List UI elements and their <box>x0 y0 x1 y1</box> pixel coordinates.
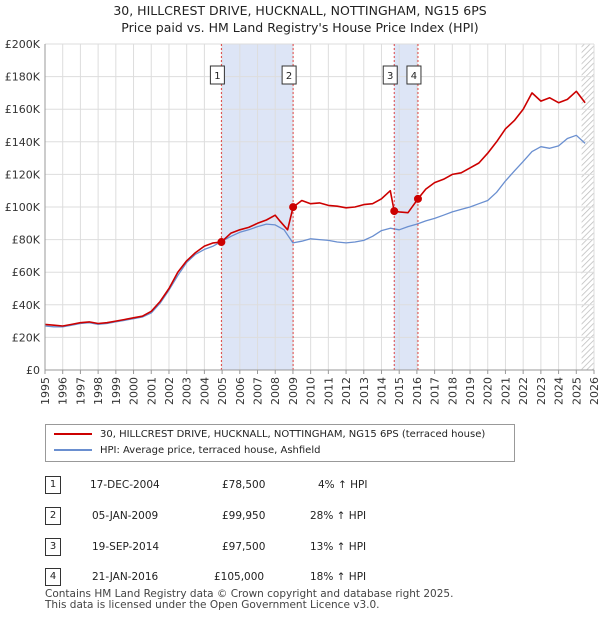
sale-marker-label: 4 <box>411 71 417 82</box>
y-tick-label: £40K <box>12 299 41 312</box>
y-tick-label: £200K <box>5 38 41 51</box>
x-tick-label: 1998 <box>92 377 105 405</box>
sale-badge: 4 <box>45 568 61 586</box>
x-tick-label: 2014 <box>375 377 388 405</box>
x-tick-label: 1999 <box>110 377 123 405</box>
legend-item-property: 30, HILLCREST DRIVE, HUCKNALL, NOTTINGHA… <box>54 428 485 442</box>
sale-price: £78,500 <box>222 479 266 491</box>
sale-price: £97,500 <box>222 541 266 553</box>
sale-point <box>413 194 422 203</box>
chart-title-block: 30, HILLCREST DRIVE, HUCKNALL, NOTTINGHA… <box>0 2 600 36</box>
x-tick-label: 2013 <box>358 377 371 405</box>
sale-price: £99,950 <box>222 510 266 522</box>
y-tick-label: £160K <box>5 103 41 116</box>
footer: Contains HM Land Registry data © Crown c… <box>45 589 453 611</box>
x-tick-label: 2001 <box>145 377 158 405</box>
x-tick-label: 2023 <box>535 377 548 405</box>
x-tick-label: 2004 <box>198 377 211 405</box>
x-tick-label: 2012 <box>340 377 353 405</box>
x-tick-label: 1995 <box>39 377 52 405</box>
table-row: 4 21-JAN-2016 £105,000 18% ↑ HPI <box>0 566 600 590</box>
sale-date: 19-SEP-2014 <box>92 541 160 553</box>
y-tick-label: £60K <box>12 266 41 279</box>
legend-label-property: 30, HILLCREST DRIVE, HUCKNALL, NOTTINGHA… <box>100 429 486 440</box>
chart-subtitle: Price paid vs. HM Land Registry's House … <box>121 20 479 35</box>
sale-hpi: 18% ↑ HPI <box>310 571 367 583</box>
sale-hpi: 13% ↑ HPI <box>310 541 367 553</box>
y-tick-label: £20K <box>12 331 41 344</box>
sale-marker-label: 2 <box>286 71 292 82</box>
x-tick-label: 2020 <box>482 377 495 405</box>
legend-swatch-hpi <box>54 449 92 451</box>
sale-marker-label: 3 <box>387 71 393 82</box>
x-tick-label: 2025 <box>570 377 583 405</box>
x-tick-label: 2007 <box>252 377 265 405</box>
sale-badge: 1 <box>45 476 61 494</box>
sale-marker-box <box>209 65 225 85</box>
chart-title: 30, HILLCREST DRIVE, HUCKNALL, NOTTINGHA… <box>113 3 487 18</box>
legend-swatch-property <box>54 433 92 435</box>
sale-badge: 3 <box>45 538 61 556</box>
sale-marker-box <box>406 65 422 85</box>
x-tick-label: 2000 <box>128 377 141 405</box>
x-tick-label: 2005 <box>216 377 229 405</box>
x-tick-label: 1997 <box>74 377 87 405</box>
x-tick-label: 2021 <box>499 377 512 405</box>
x-tick-label: 2018 <box>446 377 459 405</box>
y-tick-label: £180K <box>5 71 41 84</box>
y-tick-label: £100K <box>5 201 41 214</box>
legend: 30, HILLCREST DRIVE, HUCKNALL, NOTTINGHA… <box>45 424 515 462</box>
legend-item-hpi: HPI: Average price, terraced house, Ashf… <box>54 444 320 458</box>
x-tick-label: 2010 <box>305 377 318 405</box>
sale-date: 05-JAN-2009 <box>92 510 159 522</box>
x-tick-label: 2008 <box>269 377 282 405</box>
series-line-property <box>44 90 586 327</box>
sale-marker-box <box>281 65 297 85</box>
x-tick-label: 2017 <box>429 377 442 405</box>
x-tick-label: 2011 <box>322 377 335 405</box>
sale-date: 21-JAN-2016 <box>92 571 159 583</box>
sale-hpi: 28% ↑ HPI <box>310 510 367 522</box>
x-tick-label: 2009 <box>287 377 300 405</box>
legend-label-hpi: HPI: Average price, terraced house, Ashf… <box>100 445 321 456</box>
x-tick-label: 2006 <box>234 377 247 405</box>
x-tick-label: 2002 <box>163 377 176 405</box>
x-tick-label: 2019 <box>464 377 477 405</box>
footer-licence: This data is licensed under the Open Gov… <box>45 599 380 611</box>
table-row: 3 19-SEP-2014 £97,500 13% ↑ HPI <box>0 536 600 560</box>
x-tick-label: 2022 <box>517 377 530 405</box>
sale-marker-box <box>382 65 398 85</box>
sale-date: 17-DEC-2004 <box>90 479 160 491</box>
sale-point <box>390 207 399 216</box>
y-tick-label: £80K <box>12 234 41 247</box>
sale-point <box>217 238 226 247</box>
footer-copyright: Contains HM Land Registry data © Crown c… <box>45 588 454 600</box>
y-tick-label: £140K <box>5 136 41 149</box>
x-tick-label: 2016 <box>411 377 424 405</box>
y-tick-label: £120K <box>5 168 41 181</box>
x-tick-label: 2015 <box>393 377 406 405</box>
y-tick-label: £0 <box>26 364 40 377</box>
sale-point <box>289 203 298 212</box>
table-row: 2 05-JAN-2009 £99,950 28% ↑ HPI <box>0 505 600 529</box>
x-tick-label: 1996 <box>57 377 70 405</box>
sale-badge: 2 <box>45 507 61 525</box>
x-tick-label: 2024 <box>553 377 566 405</box>
x-tick-label: 2003 <box>181 377 194 405</box>
price-chart: 1 2 3 4 £0 £20K £40K £60K £80K £100K £120K £140K £1… <box>5 38 600 405</box>
sale-hpi: 4% ↑ HPI <box>318 479 368 491</box>
sale-price: £105,000 <box>214 571 265 583</box>
x-tick-label: 2026 <box>588 377 600 405</box>
table-row: 1 17-DEC-2004 £78,500 4% ↑ HPI <box>0 474 600 498</box>
sale-marker-label: 1 <box>214 71 220 82</box>
series-line-hpi <box>44 134 586 328</box>
